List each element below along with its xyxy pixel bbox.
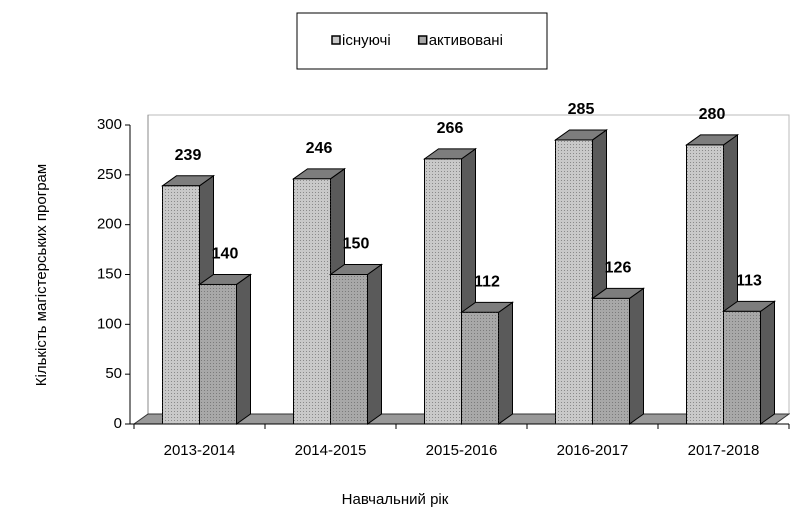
y-tick-label: 200 bbox=[97, 216, 122, 233]
value-label: 112 bbox=[474, 274, 500, 291]
x-tick-label: 2013-2014 bbox=[164, 442, 236, 459]
y-tick-label: 0 bbox=[114, 415, 122, 432]
legend-swatch bbox=[331, 35, 341, 45]
value-label: 266 bbox=[437, 120, 464, 137]
bar-texture bbox=[293, 178, 331, 424]
bar-texture bbox=[424, 158, 462, 425]
bar bbox=[197, 273, 253, 425]
bar-texture bbox=[592, 298, 630, 424]
legend-label: існуючі bbox=[342, 32, 391, 49]
bar-texture bbox=[162, 185, 200, 424]
bar bbox=[328, 263, 384, 425]
value-label: 280 bbox=[699, 106, 726, 123]
value-label: 239 bbox=[175, 147, 202, 164]
bar-texture bbox=[686, 144, 724, 424]
bar-texture bbox=[723, 311, 761, 424]
y-tick-label: 250 bbox=[97, 166, 122, 183]
bar-side bbox=[367, 263, 382, 425]
legend-label: активовані bbox=[429, 32, 503, 49]
value-label: 126 bbox=[605, 260, 632, 277]
value-label: 285 bbox=[568, 101, 595, 118]
bar bbox=[590, 287, 646, 425]
y-tick-label: 100 bbox=[97, 315, 122, 332]
legend-swatch bbox=[417, 35, 428, 45]
bar-side bbox=[498, 301, 513, 425]
bar-side bbox=[760, 300, 775, 425]
bar bbox=[291, 167, 347, 425]
x-tick-label: 2015-2016 bbox=[426, 442, 498, 459]
y-axis-label: Кількість магістерських програм bbox=[33, 164, 50, 386]
value-label: 150 bbox=[343, 236, 370, 253]
bar-texture bbox=[330, 274, 368, 424]
value-label: 140 bbox=[212, 246, 239, 263]
x-tick-label: 2017-2018 bbox=[688, 442, 760, 459]
bar-texture bbox=[199, 284, 237, 424]
bar-side bbox=[236, 273, 251, 425]
bar bbox=[721, 300, 777, 425]
bar-side bbox=[629, 287, 644, 425]
x-axis-label: Навчальний рік bbox=[342, 491, 449, 508]
x-tick-label: 2014-2015 bbox=[295, 442, 367, 459]
y-tick-label: 50 bbox=[105, 365, 122, 382]
bar bbox=[459, 301, 515, 425]
y-tick-label: 150 bbox=[97, 265, 122, 282]
value-label: 113 bbox=[736, 273, 762, 290]
value-label: 246 bbox=[306, 140, 333, 157]
bar-texture bbox=[555, 139, 593, 424]
y-tick-label: 300 bbox=[97, 116, 122, 133]
bar-texture bbox=[461, 312, 499, 424]
x-tick-label: 2016-2017 bbox=[557, 442, 629, 459]
